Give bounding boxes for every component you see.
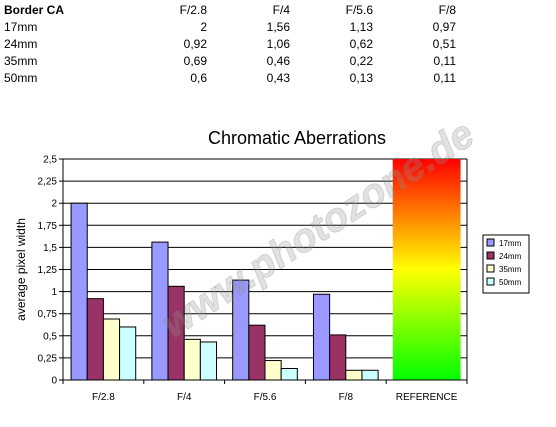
plot-area: 0 0,25 0,5 0,75 1 1,25 1,5 1,75 2 2,25 2,5 F/2.8 F/4… bbox=[14, 155, 468, 403]
legend: 17mm 24mm 35mm 50mm bbox=[482, 234, 530, 294]
y-tick-label: 1 bbox=[51, 287, 57, 298]
row-label: 17mm bbox=[4, 20, 38, 34]
legend-label: 17mm bbox=[499, 239, 522, 248]
column-header: F/4 bbox=[272, 3, 290, 17]
y-tick-label: 0,25 bbox=[38, 353, 58, 364]
table-cell: 0,13 bbox=[349, 71, 373, 85]
bar-24mm-F/5.6 bbox=[248, 324, 266, 381]
y-tick-label: 1,5 bbox=[43, 243, 57, 254]
y-tick-label: 1,75 bbox=[38, 221, 58, 232]
y-axis-label: average pixel width bbox=[14, 218, 28, 321]
legend-swatch bbox=[486, 238, 495, 247]
table-cell: 1,06 bbox=[266, 37, 290, 51]
x-tick-label: F/5.6 bbox=[254, 392, 277, 403]
legend-swatch bbox=[486, 251, 495, 260]
bar-24mm-F/8 bbox=[329, 334, 347, 381]
table-cell: 1,13 bbox=[349, 20, 373, 34]
bar-50mm-F/2.8 bbox=[119, 326, 137, 381]
y-tick-label: 0,75 bbox=[38, 309, 58, 320]
table-row: 35mm 0,69 0,46 0,22 0,11 bbox=[4, 53, 456, 70]
x-tick-label: F/2.8 bbox=[92, 392, 115, 403]
table-body: Border CA F/2.8 F/4 F/5.6 F/8 17mm 2 1,56 1,13 0,… bbox=[4, 2, 456, 87]
bar-50mm-F/5.6 bbox=[280, 368, 298, 381]
legend-label: 35mm bbox=[499, 265, 522, 274]
bar-35mm-F/2.8 bbox=[102, 318, 121, 381]
row-label: 24mm bbox=[4, 37, 38, 51]
legend-label: 50mm bbox=[499, 278, 522, 287]
table-cell: 0,69 bbox=[183, 54, 207, 68]
table-cell: 0,92 bbox=[183, 37, 207, 51]
bar-35mm-F/8 bbox=[345, 369, 363, 381]
table-cell: 0,6 bbox=[190, 71, 207, 85]
bar-50mm-F/4 bbox=[199, 341, 218, 381]
y-tick-label: 2,5 bbox=[43, 155, 57, 166]
legend-swatch bbox=[486, 264, 495, 273]
table-cell: 0,97 bbox=[432, 20, 456, 34]
bar-35mm-F/4 bbox=[183, 338, 201, 381]
row-label: 50mm bbox=[4, 71, 38, 85]
y-tick-label: 0,5 bbox=[43, 331, 57, 342]
bar-50mm-F/8 bbox=[361, 369, 379, 381]
table-cell: 0,11 bbox=[433, 71, 456, 85]
table-header-row: Border CA F/2.8 F/4 F/5.6 F/8 bbox=[4, 2, 456, 19]
bar-17mm-F/2.8 bbox=[70, 202, 88, 381]
border-ca-table: Border CA F/2.8 F/4 F/5.6 F/8 17mm 2 1,56 1,13 0,… bbox=[4, 2, 456, 87]
bar-24mm-F/2.8 bbox=[86, 298, 104, 381]
legend-label: 24mm bbox=[499, 252, 522, 261]
x-tick-label: REFERENCE bbox=[396, 392, 458, 403]
column-header: F/2.8 bbox=[179, 3, 207, 17]
y-tick-label: 1,25 bbox=[38, 265, 58, 276]
y-tick-label: 2,25 bbox=[38, 177, 58, 188]
x-tick-label: F/8 bbox=[339, 392, 354, 403]
y-tick-label: 0 bbox=[51, 376, 57, 387]
bar-17mm-F/8 bbox=[312, 293, 331, 381]
y-tick-label: 2 bbox=[51, 199, 57, 210]
chart-title: Chromatic Aberrations bbox=[208, 128, 386, 148]
table-cell: 0,62 bbox=[349, 37, 373, 51]
table-cell: 0,43 bbox=[266, 71, 290, 85]
legend-swatch bbox=[486, 277, 495, 286]
table-row: 24mm 0,92 1,06 0,62 0,51 bbox=[4, 36, 456, 53]
row-label: 35mm bbox=[4, 54, 38, 68]
table-title: Border CA bbox=[4, 3, 65, 17]
column-header: F/8 bbox=[438, 3, 456, 17]
x-tick-label: F/4 bbox=[177, 392, 192, 403]
column-header: F/5.6 bbox=[345, 3, 373, 17]
table-cell: 0,46 bbox=[266, 54, 290, 68]
bar-35mm-F/5.6 bbox=[264, 360, 282, 381]
table-row: 50mm 0,6 0,43 0,13 0,11 bbox=[4, 70, 456, 87]
table-cell: 1,56 bbox=[266, 20, 290, 34]
table-cell: 0,11 bbox=[433, 54, 456, 68]
table-cell: 2 bbox=[200, 20, 207, 34]
table-cell: 0,22 bbox=[349, 54, 373, 68]
reference-bar bbox=[392, 159, 461, 380]
table-cell: 0,51 bbox=[432, 37, 456, 51]
table-row: 17mm 2 1,56 1,13 0,97 bbox=[4, 19, 456, 36]
